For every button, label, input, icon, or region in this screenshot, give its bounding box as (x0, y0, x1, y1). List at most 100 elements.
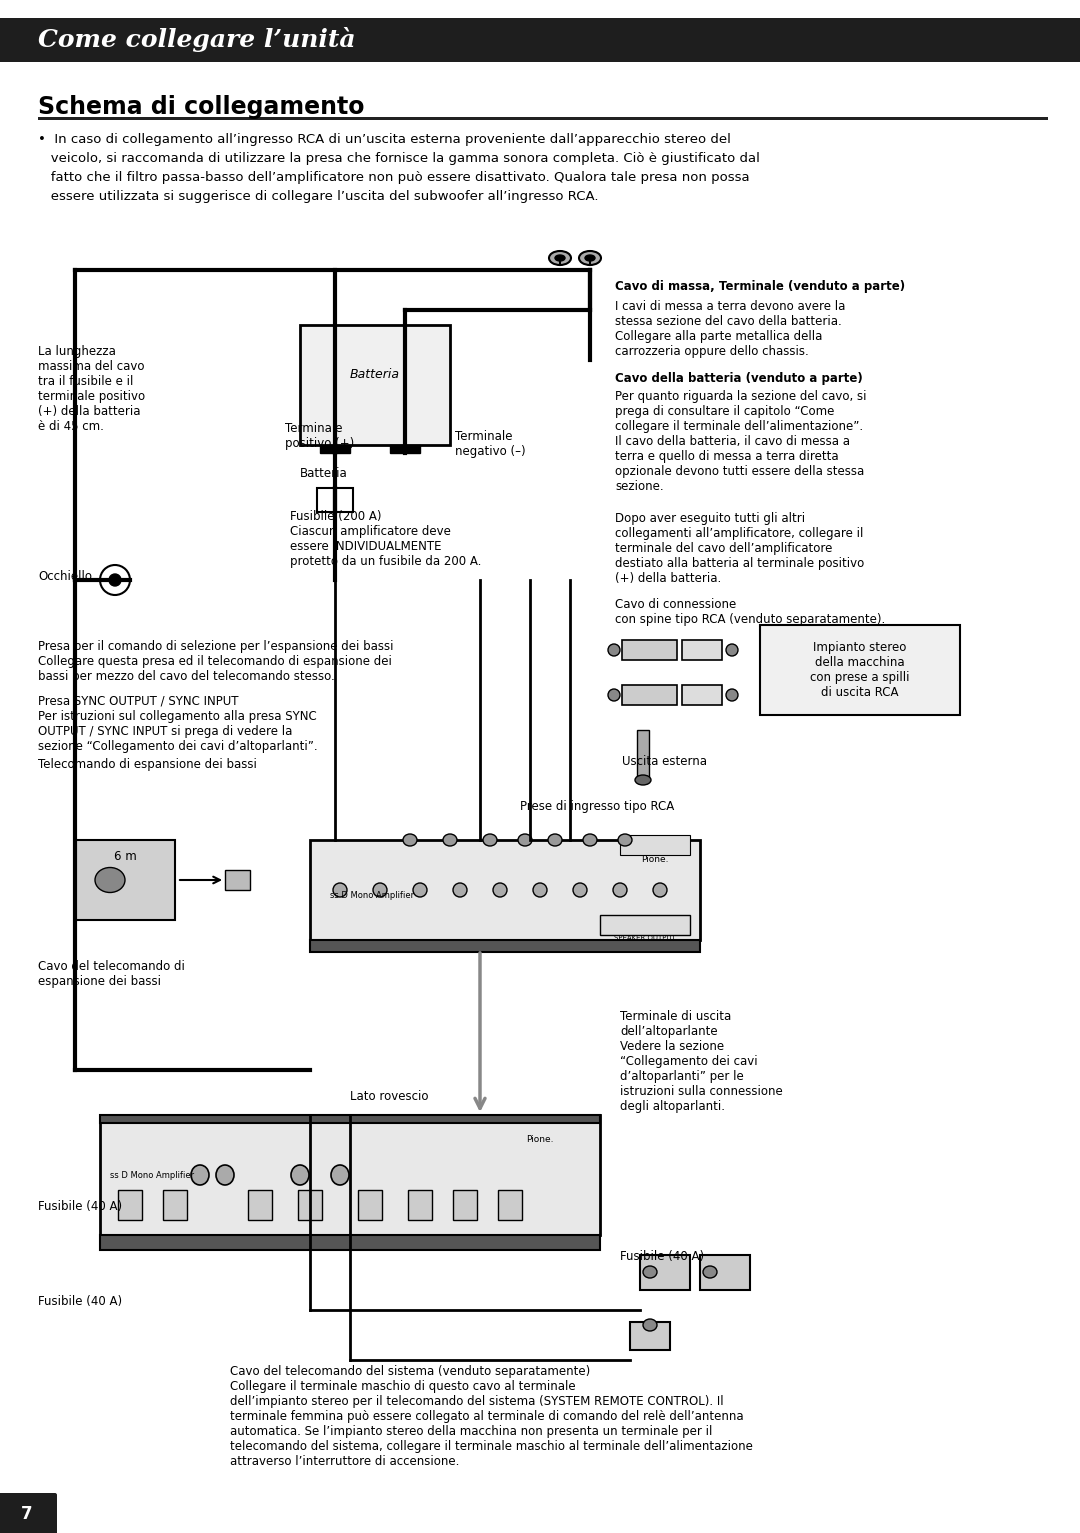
Text: Cavo di connessione
con spine tipo RCA (venduto separatamente).: Cavo di connessione con spine tipo RCA (… (615, 598, 886, 625)
Text: Fusibile (40 A): Fusibile (40 A) (38, 1295, 122, 1308)
Text: Per quanto riguarda la sezione del cavo, si
prega di consultare il capitolo “Com: Per quanto riguarda la sezione del cavo,… (615, 389, 866, 494)
Bar (320, 445, 350, 452)
Ellipse shape (643, 1318, 657, 1331)
Text: Come collegare l’unità: Come collegare l’unità (38, 28, 355, 52)
Text: Fusibile (200 A)
Ciascun amplificatore deve
essere INDIVIDUALMENTE
protetto da u: Fusibile (200 A) Ciascun amplificatore d… (291, 510, 482, 569)
Text: Cavo di massa, Terminale (venduto a parte): Cavo di massa, Terminale (venduto a part… (615, 281, 905, 293)
Bar (225, 871, 249, 891)
Bar (248, 1190, 272, 1220)
Text: Terminale di uscita
dell’altoparlante
Vedere la sezione
“Collegamento dei cavi
d: Terminale di uscita dell’altoparlante Ve… (620, 1010, 783, 1113)
Ellipse shape (703, 1266, 717, 1279)
Ellipse shape (635, 776, 651, 785)
Bar (118, 1190, 141, 1220)
Ellipse shape (413, 883, 427, 897)
Ellipse shape (403, 834, 417, 846)
Ellipse shape (534, 883, 546, 897)
Ellipse shape (109, 573, 121, 586)
Text: Fusibile (40 A): Fusibile (40 A) (620, 1249, 704, 1263)
Ellipse shape (483, 834, 497, 846)
Ellipse shape (573, 883, 588, 897)
Bar (453, 1190, 477, 1220)
Text: Fusibile (40 A): Fusibile (40 A) (38, 1200, 122, 1213)
Text: 6 m: 6 m (113, 849, 136, 863)
Bar (100, 1114, 600, 1236)
Text: Occhiello: Occhiello (38, 570, 92, 583)
Text: Schema di collegamento: Schema di collegamento (38, 95, 365, 120)
Ellipse shape (579, 251, 600, 265)
Text: Cavo del telecomando del sistema (venduto separatamente)
Collegare il terminale : Cavo del telecomando del sistema (vendut… (230, 1364, 753, 1469)
Ellipse shape (191, 1165, 210, 1185)
Bar (163, 1190, 187, 1220)
Text: Prese di ingresso tipo RCA: Prese di ingresso tipo RCA (519, 800, 674, 812)
Ellipse shape (548, 834, 562, 846)
FancyBboxPatch shape (0, 1493, 57, 1533)
Ellipse shape (726, 688, 738, 701)
Text: Lato rovescio: Lato rovescio (350, 1090, 429, 1104)
Bar (622, 685, 677, 705)
Text: ss D Mono Amplifier: ss D Mono Amplifier (330, 891, 414, 900)
Bar (622, 639, 677, 661)
Bar (681, 639, 723, 661)
Ellipse shape (583, 834, 597, 846)
Bar (630, 1321, 670, 1351)
Bar (318, 487, 353, 512)
Text: Batteria: Batteria (300, 468, 348, 480)
Bar (310, 940, 700, 952)
Bar (640, 1256, 690, 1289)
Text: •  In caso di collegamento all’ingresso RCA di un’uscita esterna proveniente dal: • In caso di collegamento all’ingresso R… (38, 133, 731, 146)
Bar (100, 1236, 600, 1249)
Bar (38, 117, 1048, 120)
Ellipse shape (585, 254, 595, 261)
Bar (100, 1114, 600, 1124)
Ellipse shape (330, 1165, 349, 1185)
Text: SPEAKER OUTPUT: SPEAKER OUTPUT (615, 935, 676, 941)
Ellipse shape (518, 834, 532, 846)
Bar (0, 18, 1080, 61)
Ellipse shape (726, 644, 738, 656)
Text: veicolo, si raccomanda di utilizzare la presa che fornisce la gamma sonora compl: veicolo, si raccomanda di utilizzare la … (38, 152, 760, 166)
Text: I cavi di messa a terra devono avere la
stessa sezione del cavo della batteria.
: I cavi di messa a terra devono avere la … (615, 300, 846, 359)
Bar (600, 915, 690, 935)
Ellipse shape (643, 1266, 657, 1279)
Text: Pione.: Pione. (526, 1134, 554, 1144)
Text: Cavo della batteria (venduto a parte): Cavo della batteria (venduto a parte) (615, 373, 863, 385)
Ellipse shape (333, 883, 347, 897)
Text: ss D Mono Amplifier: ss D Mono Amplifier (110, 1171, 194, 1179)
Bar (300, 325, 450, 445)
Bar (390, 445, 420, 452)
Text: La lunghezza
massima del cavo
tra il fusibile e il
terminale positivo
(+) della : La lunghezza massima del cavo tra il fus… (38, 345, 145, 432)
Text: Impianto stereo
della macchina
con prese a spilli
di uscita RCA: Impianto stereo della macchina con prese… (810, 641, 909, 699)
Text: Batteria: Batteria (350, 368, 400, 382)
Text: Terminale
negativo (–): Terminale negativo (–) (455, 429, 526, 458)
Ellipse shape (613, 883, 627, 897)
Ellipse shape (555, 254, 565, 261)
Ellipse shape (549, 251, 571, 265)
Bar (681, 685, 723, 705)
Text: Telecomando di espansione dei bassi: Telecomando di espansione dei bassi (38, 757, 257, 771)
Text: Terminale
positivo (+): Terminale positivo (+) (285, 422, 354, 451)
Ellipse shape (443, 834, 457, 846)
Text: fatto che il filtro passa-basso dell’amplificatore non può essere disattivato. Q: fatto che il filtro passa-basso dell’amp… (38, 172, 750, 184)
Text: essere utilizzata si suggerisce di collegare l’uscita del subwoofer all’ingresso: essere utilizzata si suggerisce di colle… (38, 190, 598, 202)
Bar (760, 625, 960, 714)
Bar (700, 1256, 750, 1289)
Bar (357, 1190, 382, 1220)
Text: Pione.: Pione. (642, 855, 669, 865)
Text: Uscita esterna: Uscita esterna (622, 754, 707, 768)
Text: 7: 7 (22, 1505, 32, 1522)
Ellipse shape (618, 834, 632, 846)
Text: Cavo del telecomando di
espansione dei bassi: Cavo del telecomando di espansione dei b… (38, 960, 185, 987)
Bar (310, 840, 700, 940)
Ellipse shape (373, 883, 387, 897)
Ellipse shape (608, 644, 620, 656)
Bar (75, 840, 175, 920)
Ellipse shape (291, 1165, 309, 1185)
Ellipse shape (492, 883, 507, 897)
Ellipse shape (95, 868, 125, 892)
Bar (498, 1190, 522, 1220)
Ellipse shape (100, 566, 130, 595)
Ellipse shape (453, 883, 467, 897)
Bar (620, 835, 690, 855)
Text: Presa per il comando di selezione per l’espansione dei bassi
Collegare questa pr: Presa per il comando di selezione per l’… (38, 639, 393, 684)
Bar (637, 730, 649, 780)
